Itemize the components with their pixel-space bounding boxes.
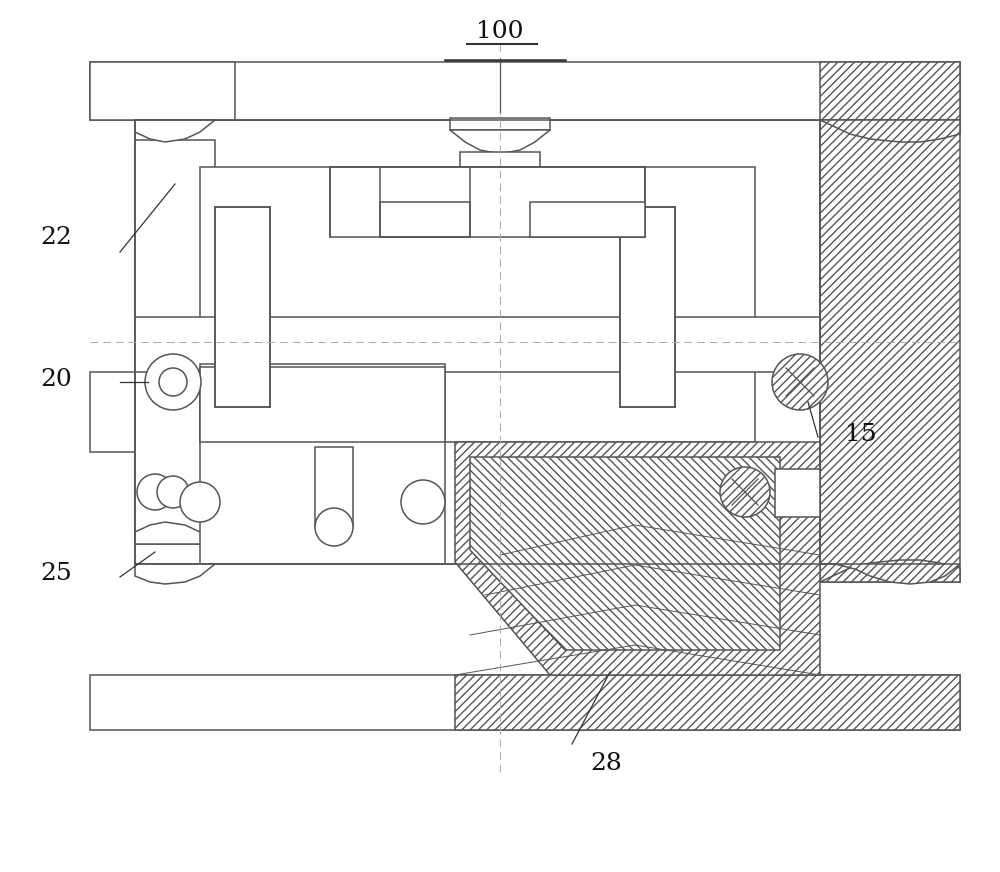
Polygon shape (820, 564, 960, 584)
Bar (620, 207, 675, 407)
Bar (490, 172, 510, 222)
Circle shape (772, 354, 828, 410)
Polygon shape (135, 564, 215, 584)
Text: 25: 25 (40, 562, 72, 585)
Bar (450, 118, 550, 130)
Circle shape (180, 482, 220, 522)
Bar (90, 675, 960, 730)
Bar (135, 120, 820, 564)
Bar (820, 120, 960, 582)
Circle shape (159, 368, 187, 396)
Bar (315, 447, 353, 527)
Polygon shape (820, 560, 960, 582)
Bar (775, 469, 820, 517)
Bar (440, 220, 560, 237)
Circle shape (720, 467, 770, 517)
Polygon shape (450, 130, 550, 154)
Circle shape (145, 354, 201, 410)
Bar (380, 202, 470, 237)
Bar (460, 152, 540, 174)
Text: 15: 15 (845, 424, 877, 446)
Bar (90, 62, 235, 120)
Bar (200, 167, 755, 442)
Text: 20: 20 (40, 369, 72, 392)
Bar (820, 62, 960, 120)
Bar (200, 364, 445, 564)
Circle shape (315, 508, 353, 546)
Polygon shape (135, 120, 215, 142)
Bar (215, 207, 270, 407)
Bar (530, 202, 645, 237)
Text: 28: 28 (590, 753, 622, 775)
Bar (330, 167, 645, 237)
Circle shape (137, 474, 173, 510)
Text: 22: 22 (40, 226, 72, 249)
Bar (135, 140, 215, 544)
Polygon shape (455, 442, 820, 675)
Bar (200, 367, 445, 442)
Bar (90, 372, 135, 452)
Polygon shape (135, 522, 215, 544)
Text: 100: 100 (476, 21, 524, 44)
Bar (135, 317, 820, 372)
Bar (455, 675, 960, 730)
Circle shape (157, 476, 189, 508)
Polygon shape (820, 120, 960, 142)
Bar (90, 62, 960, 120)
Polygon shape (470, 457, 780, 650)
Circle shape (401, 480, 445, 524)
